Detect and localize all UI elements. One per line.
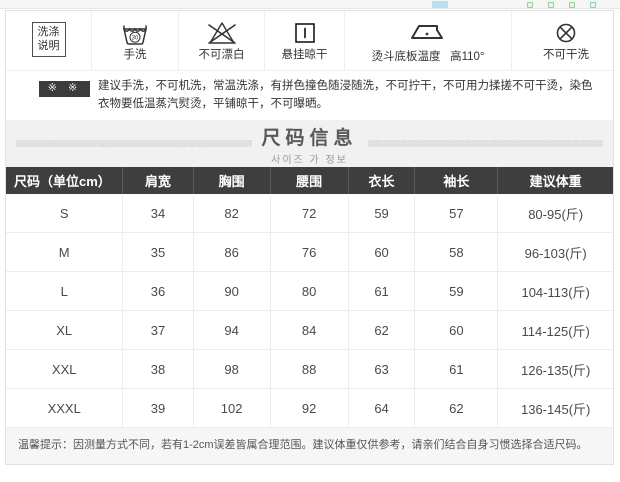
- svg-text:30: 30: [132, 35, 139, 41]
